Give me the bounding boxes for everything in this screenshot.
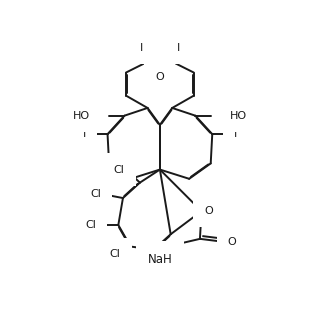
Text: HO: HO (73, 111, 90, 121)
Text: Cl: Cl (114, 164, 124, 175)
Text: I: I (234, 129, 237, 139)
Text: O: O (228, 237, 236, 247)
Text: NaH: NaH (148, 253, 172, 266)
Text: I: I (177, 43, 180, 53)
Text: Cl: Cl (85, 220, 96, 230)
Text: Cl: Cl (90, 189, 101, 199)
Text: HO: HO (230, 111, 247, 121)
Text: I: I (140, 43, 143, 53)
Text: Cl: Cl (110, 249, 121, 259)
Text: O: O (155, 72, 164, 82)
Text: O: O (205, 206, 213, 216)
Text: I: I (83, 129, 86, 139)
